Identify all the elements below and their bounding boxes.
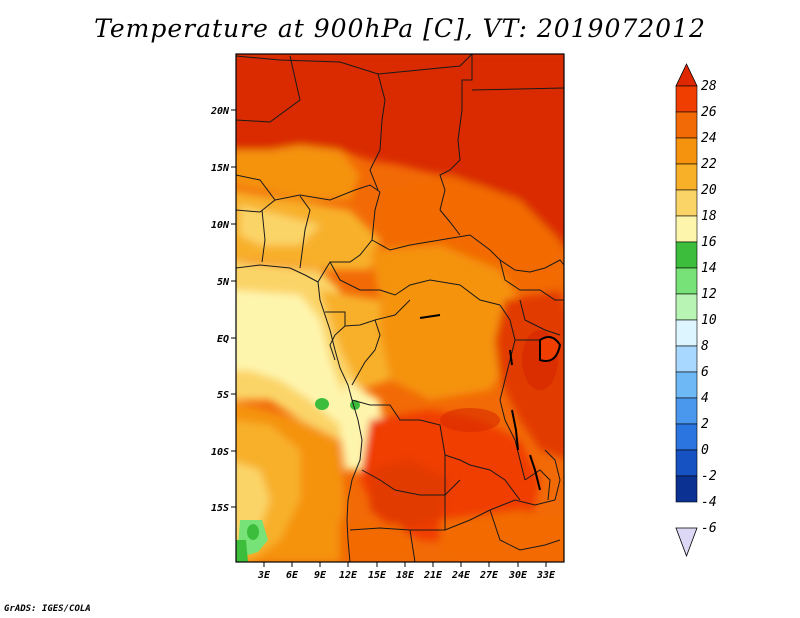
colorbar-swatch xyxy=(675,137,698,165)
lon-label-12e: 12E xyxy=(339,570,358,581)
colorbar-level-label: 6 xyxy=(701,365,709,380)
lon-label-9e: 9E xyxy=(314,570,327,581)
lon-axis: 3E 6E 9E 12E 15E 18E 21E 24E 27E 30E 33E xyxy=(257,562,556,581)
colorbar-swatch xyxy=(675,215,698,243)
colorbar-top-arrow xyxy=(675,63,698,87)
lon-label-21e: 21E xyxy=(423,570,443,581)
lat-axis: 20N 15N 10N 5N EQ 5S 10S 15S xyxy=(210,106,236,514)
colorbar-swatch xyxy=(675,449,698,477)
colorbar-level-label: -2 xyxy=(701,469,717,484)
temperature-field xyxy=(236,54,564,562)
colorbar-swatch xyxy=(675,85,698,113)
lat-label-10n: 10N xyxy=(211,220,230,231)
map-frame xyxy=(235,53,565,563)
colorbar-swatch xyxy=(675,111,698,139)
lat-label-15n: 15N xyxy=(211,163,230,174)
colorbar-level-label: 14 xyxy=(701,261,717,276)
lat-label-20n: 20N xyxy=(210,106,230,117)
colorbar-level-label: 20 xyxy=(701,183,717,198)
chart-title: Temperature at 900hPa [C], VT: 201907201… xyxy=(94,14,706,43)
colorbar-level-label: 16 xyxy=(701,235,717,250)
colorbar-level-label: 2 xyxy=(701,417,709,432)
colorbar-level-label: 8 xyxy=(701,339,709,354)
colorbar-level-label: 24 xyxy=(701,131,717,146)
colorbar-swatch xyxy=(675,241,698,269)
colorbar-swatch xyxy=(675,371,698,399)
lat-label-15s: 15S xyxy=(211,503,229,514)
lon-label-3e: 3E xyxy=(257,570,271,581)
lat-label-10s: 10S xyxy=(211,447,229,458)
colorbar-swatch xyxy=(675,319,698,347)
lat-label-eq: EQ xyxy=(217,334,229,345)
colorbar-bottom-arrow xyxy=(675,527,698,558)
footer-credit: GrADS: IGES/COLA xyxy=(4,604,91,614)
colorbar-level-label: 28 xyxy=(701,79,717,94)
colorbar-swatch xyxy=(675,267,698,295)
colorbar-swatch xyxy=(675,189,698,217)
country-borders xyxy=(236,54,564,562)
colorbar-swatch xyxy=(675,397,698,425)
lon-label-24e: 24E xyxy=(451,570,471,581)
colorbar-level-label: 4 xyxy=(701,391,709,406)
colorbar-swatch xyxy=(675,163,698,191)
lon-label-6e: 6E xyxy=(286,570,299,581)
colorbar-level-label: 12 xyxy=(701,287,717,302)
lat-label-5n: 5N xyxy=(217,277,230,288)
colorbar-swatch xyxy=(675,475,698,503)
lon-label-30e: 30E xyxy=(508,570,528,581)
colorbar-swatch xyxy=(675,423,698,451)
lon-label-27e: 27E xyxy=(479,570,499,581)
colorbar-swatch xyxy=(675,345,698,373)
colorbar-level-label: 22 xyxy=(701,157,717,172)
colorbar-level-label: 18 xyxy=(701,209,717,224)
colorbar-swatches xyxy=(675,85,698,503)
lakes xyxy=(419,314,562,491)
lon-label-18e: 18E xyxy=(396,570,415,581)
colorbar-level-label: -4 xyxy=(701,495,717,510)
lon-label-15e: 15E xyxy=(368,570,387,581)
colorbar-level-label: -6 xyxy=(701,521,717,536)
colorbar-level-label: 26 xyxy=(701,105,717,120)
lat-label-5s: 5S xyxy=(217,390,229,401)
colorbar-level-label: 10 xyxy=(701,313,717,328)
lon-label-33e: 33E xyxy=(536,570,556,581)
colorbar-level-label: 0 xyxy=(701,443,709,458)
colorbar-swatch xyxy=(675,293,698,321)
